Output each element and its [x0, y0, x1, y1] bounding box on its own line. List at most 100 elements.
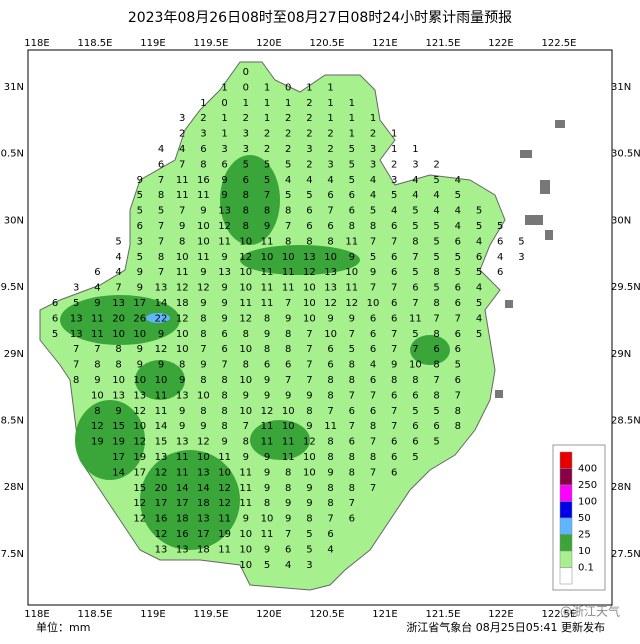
rain-value: 8: [285, 329, 291, 340]
rain-value: 10: [239, 344, 252, 355]
lat-label: 28N: [611, 482, 631, 493]
rain-value: 4: [455, 206, 461, 217]
rain-value: 8: [306, 514, 312, 525]
rain-value: 9: [115, 406, 121, 417]
rain-value: 7: [327, 406, 333, 417]
rain-value: 12: [133, 514, 146, 525]
rain-value: 2: [285, 129, 291, 140]
rain-value: 9: [285, 514, 291, 525]
rain-value: 8: [158, 190, 164, 201]
rain-value: 11: [282, 452, 295, 463]
rain-value: 9: [285, 498, 291, 509]
rain-value: 6: [327, 360, 333, 371]
rain-value: 13: [176, 544, 189, 555]
rain-value: 11: [261, 236, 274, 247]
rain-value: 3: [200, 129, 206, 140]
rain-value: 10: [239, 375, 252, 386]
rain-value: 12: [218, 498, 231, 509]
rain-value: 9: [306, 421, 312, 432]
rain-value: 8: [243, 190, 249, 201]
rain-value: 9: [179, 221, 185, 232]
rain-value: 14: [197, 483, 210, 494]
rain-value: 6: [455, 236, 461, 247]
rain-value: 10: [282, 421, 295, 432]
rain-value: 6: [94, 267, 100, 278]
rain-value: 8: [327, 390, 333, 401]
rain-value: 8: [264, 206, 270, 217]
rain-value: 6: [497, 267, 503, 278]
rain-value: 8: [349, 452, 355, 463]
rain-value: 6: [455, 283, 461, 294]
rain-value: 13: [197, 467, 210, 478]
lat-label: 31N: [4, 82, 24, 93]
rain-value: 2: [285, 113, 291, 124]
rain-value: 9: [243, 390, 249, 401]
rain-value: 11: [218, 452, 231, 463]
rain-value: 3: [370, 144, 376, 155]
rain-value: 1: [349, 129, 355, 140]
rain-value: 6: [391, 252, 397, 263]
rain-value: 8: [264, 498, 270, 509]
rain-value: 7: [455, 313, 461, 324]
rain-value: 8: [370, 221, 376, 232]
rain-value: 11: [176, 175, 189, 186]
rain-value: 9: [349, 313, 355, 324]
rain-value: 2: [179, 129, 185, 140]
rain-value: 6: [327, 190, 333, 201]
lon-label: 122E: [488, 609, 513, 620]
lon-label: 121.5E: [426, 38, 461, 49]
rain-value: 1: [264, 113, 270, 124]
rain-value: 5: [433, 175, 439, 186]
legend-swatch: [559, 501, 573, 519]
rain-value: 12: [197, 437, 210, 448]
rain-value: 6: [349, 406, 355, 417]
rain-value: 2: [327, 129, 333, 140]
rain-value: 9: [200, 206, 206, 217]
lat-label: 29N: [611, 349, 631, 360]
rain-value: 5: [476, 206, 482, 217]
rain-value: 8: [221, 390, 227, 401]
rain-value: 1: [391, 144, 397, 155]
rain-value: 13: [218, 267, 231, 278]
lon-label: 121E: [372, 38, 397, 49]
rain-value: 13: [112, 298, 125, 309]
rain-value: 5: [137, 252, 143, 263]
rain-value: 7: [391, 236, 397, 247]
rain-value: 9: [221, 175, 227, 186]
rain-value: 1: [200, 98, 206, 109]
rain-value: 13: [70, 329, 83, 340]
rain-value: 0: [285, 82, 291, 93]
rain-value: 7: [455, 390, 461, 401]
rain-value: 8: [94, 406, 100, 417]
rain-value: 6: [455, 329, 461, 340]
rain-value: 8: [200, 406, 206, 417]
rain-value: 11: [91, 313, 104, 324]
rain-value: 5: [455, 267, 461, 278]
rain-value: 9: [137, 175, 143, 186]
rain-value: 6: [243, 175, 249, 186]
lon-label: 122.5E: [542, 38, 577, 49]
source: 浙江省气象台 08月25日05:41 更新发布: [406, 620, 605, 634]
rain-value: 17: [133, 298, 146, 309]
rain-value: 2: [264, 144, 270, 155]
rain-value: 7: [285, 221, 291, 232]
rain-value: 7: [349, 498, 355, 509]
rain-value: 18: [197, 544, 210, 555]
rain-value: 11: [282, 267, 295, 278]
unit: 单位：mm: [36, 620, 90, 634]
rain-value: 22: [155, 313, 168, 324]
legend-label: 250: [578, 480, 597, 491]
rain-value: 9: [94, 298, 100, 309]
rain-value: 10: [239, 560, 252, 571]
rain-value: 9: [221, 190, 227, 201]
rain-value: 9: [264, 483, 270, 494]
lon-label: 120E: [256, 38, 281, 49]
rain-value: 8: [412, 375, 418, 386]
rain-value: 1: [391, 129, 397, 140]
rain-value: 9: [243, 452, 249, 463]
rain-value: 4: [497, 252, 503, 263]
rain-value: 10: [345, 267, 358, 278]
rain-value: 4: [94, 283, 100, 294]
rain-value: 7: [370, 283, 376, 294]
rain-value: 8: [243, 360, 249, 371]
